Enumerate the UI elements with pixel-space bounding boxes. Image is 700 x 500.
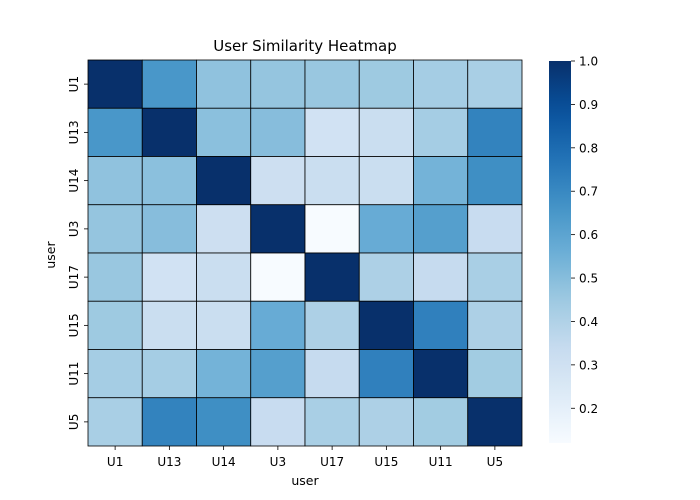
heatmap-cell-U14-U3 (250, 156, 306, 206)
heatmap-cell-U14-U14 (196, 156, 252, 206)
colorbar-tick-label: 0.2 (579, 402, 598, 416)
heatmap-cell-U14-U13 (141, 156, 197, 206)
x-tick-label: U1 (107, 455, 123, 469)
x-tick-label: U17 (320, 455, 344, 469)
heatmap-cell-U17-U11 (413, 252, 469, 302)
heatmap-cell-U15-U3 (250, 300, 306, 350)
x-tick-label: U5 (487, 455, 503, 469)
heatmap-cell-U3-U5 (467, 204, 523, 254)
x-tick-label: U13 (157, 455, 181, 469)
heatmap-cell-U1-U1 (87, 59, 143, 109)
colorbar-tick-label: 1.0 (579, 55, 598, 69)
y-tick-label: U17 (67, 265, 81, 289)
heatmap-cell-U11-U3 (250, 349, 306, 399)
colorbar-tick-label: 0.7 (579, 185, 598, 199)
heatmap-cell-U5-U17 (304, 397, 360, 447)
heatmap-cell-U14-U17 (304, 156, 360, 206)
heatmap-cell-U11-U1 (87, 349, 143, 399)
colorbar-tick-label: 0.8 (579, 141, 598, 155)
heatmap-cell-U17-U14 (196, 252, 252, 302)
heatmap-cell-U14-U11 (413, 156, 469, 206)
colorbar-tick-label: 0.9 (579, 98, 598, 112)
heatmap-cell-U11-U15 (358, 349, 414, 399)
heatmap-cell-U5-U1 (87, 397, 143, 447)
heatmap-cell-U1-U13 (141, 59, 197, 109)
heatmap-cell-U11-U14 (196, 349, 252, 399)
heatmap-cell-U5-U11 (413, 397, 469, 447)
heatmap-cell-U5-U5 (467, 397, 523, 447)
colorbar-tick-label: 0.3 (579, 358, 598, 372)
x-tick-label: U15 (374, 455, 398, 469)
x-tick-label: U14 (212, 455, 236, 469)
heatmap-cell-U3-U14 (196, 204, 252, 254)
heatmap-cell-U11-U5 (467, 349, 523, 399)
heatmap-cell-U15-U5 (467, 300, 523, 350)
y-axis-ticks: U1 U13 U14 U3 U17 U15 U11 U5 (67, 76, 88, 430)
y-tick-label: U1 (67, 76, 81, 92)
heatmap-cell-U3-U1 (87, 204, 143, 254)
heatmap-cell-U13-U3 (250, 107, 306, 157)
chart-title: User Similarity Heatmap (213, 37, 397, 55)
heatmap-cell-U13-U1 (87, 107, 143, 157)
heatmap-cell-U1-U5 (467, 59, 523, 109)
x-tick-label: U11 (429, 455, 453, 469)
colorbar-tick-label: 0.5 (579, 272, 598, 286)
heatmap-cell-U17-U3 (250, 252, 306, 302)
x-axis-ticks: U1 U13 U14 U3 U17 U15 U11 U5 (107, 446, 503, 469)
heatmap-cell-U1-U17 (304, 59, 360, 109)
heatmap-cell-U3-U11 (413, 204, 469, 254)
y-tick-label: U5 (67, 414, 81, 430)
colorbar-tick-label: 0.4 (579, 315, 598, 329)
y-tick-label: U15 (67, 313, 81, 337)
heatmap-cell-U15-U13 (141, 300, 197, 350)
heatmap-cell-U13-U15 (358, 107, 414, 157)
heatmap-cell-U17-U5 (467, 252, 523, 302)
heatmap-cell-U11-U13 (141, 349, 197, 399)
heatmap-cell-U13-U11 (413, 107, 469, 157)
heatmap-cell-U1-U14 (196, 59, 252, 109)
heatmap-cell-U3-U13 (141, 204, 197, 254)
x-tick-label: U3 (270, 455, 286, 469)
heatmap-cell-U3-U15 (358, 204, 414, 254)
heatmap-cell-U5-U14 (196, 397, 252, 447)
heatmap-cell-U11-U17 (304, 349, 360, 399)
heatmap-cell-U1-U11 (413, 59, 469, 109)
heatmap-cell-U1-U3 (250, 59, 306, 109)
heatmap-cell-U15-U15 (358, 300, 414, 350)
heatmap-cell-U14-U5 (467, 156, 523, 206)
heatmap-cell-U15-U14 (196, 300, 252, 350)
colorbar-ticks: 0.2 0.3 0.4 0.5 0.6 0.7 0.8 0.9 1.0 (571, 55, 598, 416)
heatmap-cell-U14-U1 (87, 156, 143, 206)
heatmap-cell-U3-U3 (250, 204, 306, 254)
y-tick-label: U3 (67, 221, 81, 237)
heatmap-cell-U15-U1 (87, 300, 143, 350)
y-tick-label: U14 (67, 169, 81, 193)
heatmap-cell-U5-U13 (141, 397, 197, 447)
heatmap-cell-U1-U15 (358, 59, 414, 109)
y-axis-label: user (43, 241, 58, 269)
x-axis-label: user (291, 473, 319, 488)
colorbar-tick-label: 0.6 (579, 228, 598, 242)
colorbar (549, 61, 571, 443)
heatmap-cell-U13-U13 (141, 107, 197, 157)
heatmap-cell-U5-U15 (358, 397, 414, 447)
y-tick-label: U13 (67, 120, 81, 144)
y-tick-label: U11 (67, 362, 81, 386)
heatmap-cell-U3-U17 (304, 204, 360, 254)
heatmap-cell-U17-U17 (304, 252, 360, 302)
heatmap-cell-U5-U3 (250, 397, 306, 447)
heatmap-cell-U13-U5 (467, 107, 523, 157)
heatmap-cell-U14-U15 (358, 156, 414, 206)
heatmap-cell-U17-U1 (87, 252, 143, 302)
heatmap-cell-U17-U13 (141, 252, 197, 302)
heatmap-cell-U11-U11 (413, 349, 469, 399)
heatmap-cell-U15-U17 (304, 300, 360, 350)
heatmap-cell-U13-U17 (304, 107, 360, 157)
heatmap-cell-U17-U15 (358, 252, 414, 302)
heatmap-cell-U15-U11 (413, 300, 469, 350)
heatmap-cell-U13-U14 (196, 107, 252, 157)
heatmap-cells (87, 59, 523, 447)
